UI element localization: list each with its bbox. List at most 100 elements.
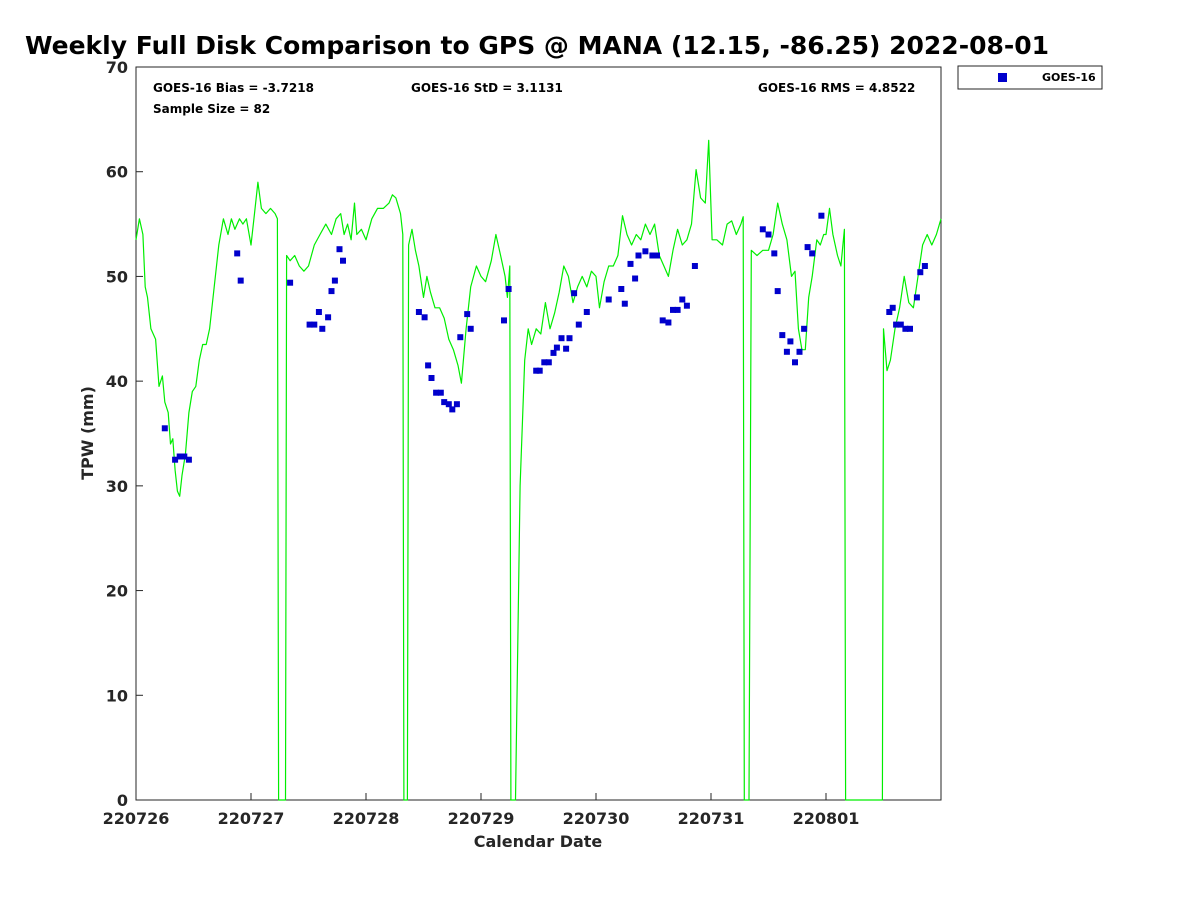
- goes-16-point: [541, 359, 548, 366]
- x-tick-label: 220729: [448, 809, 515, 828]
- goes-16-point: [421, 314, 428, 321]
- goes-16-point: [457, 334, 464, 341]
- goes-16-point: [415, 309, 422, 315]
- goes-16-point: [765, 231, 772, 238]
- goes-16-point: [674, 306, 681, 313]
- goes-16-point: [605, 296, 612, 303]
- y-tick-label: 30: [106, 477, 128, 496]
- y-tick-label: 50: [106, 267, 128, 286]
- goes-16-point: [234, 250, 241, 257]
- goes-16-point: [683, 302, 690, 309]
- goes-16-point: [804, 244, 811, 251]
- y-tick-label: 60: [106, 163, 128, 182]
- y-tick-label: 10: [106, 686, 128, 705]
- x-axis: 220726 220727 220728 220729 220730 220731 2208…: [103, 793, 860, 828]
- goes-16-point: [913, 294, 920, 301]
- x-tick-label: 220801: [793, 809, 860, 828]
- goes-16-point: [319, 325, 326, 332]
- goes-16-point: [311, 321, 318, 328]
- goes-16-point: [563, 345, 570, 352]
- goes-16-point: [433, 389, 440, 396]
- goes-16-point: [185, 456, 192, 463]
- y-tick-label: 20: [106, 582, 128, 601]
- x-tick-label: 220727: [218, 809, 285, 828]
- goes-16-point: [536, 367, 543, 374]
- goes-16-point: [550, 349, 557, 356]
- goes-16-point: [453, 401, 460, 408]
- legend-label: GOES-16: [1042, 71, 1096, 84]
- goes-16-point: [632, 275, 639, 282]
- goes-16-point: [649, 252, 656, 259]
- legend-marker: [998, 73, 1007, 82]
- x-tick-label: 220730: [563, 809, 630, 828]
- goes-16-point: [642, 248, 649, 255]
- goes-16-point: [774, 288, 781, 295]
- goes-16-point: [654, 252, 660, 259]
- y-tick-label: 40: [106, 372, 128, 391]
- goes-16-point: [787, 338, 794, 345]
- chart-title: Weekly Full Disk Comparison to GPS @ MAN…: [25, 31, 1049, 60]
- goes-16-point: [161, 425, 168, 432]
- goes-16-point: [902, 325, 909, 332]
- goes-16-point: [306, 321, 313, 328]
- goes-16-point: [618, 286, 625, 292]
- goes-16-point: [566, 335, 573, 342]
- gps-series-line: [135, 139, 942, 801]
- goes-16-point: [635, 252, 642, 259]
- stat-std: GOES-16 StD = 3.1131: [411, 81, 563, 95]
- goes-16-point: [659, 317, 666, 324]
- goes-16-point: [176, 453, 183, 460]
- goes-16-point: [428, 375, 435, 381]
- goes-16-point: [441, 399, 448, 406]
- goes-16-point: [505, 286, 512, 292]
- goes-16-point: [553, 344, 560, 351]
- goes-16-point: [893, 321, 900, 328]
- goes-16-point: [328, 288, 335, 295]
- series-layer: [135, 139, 942, 801]
- goes-16-point: [464, 311, 471, 318]
- stat-sample-size: Sample Size = 82: [153, 102, 270, 116]
- goes-16-point: [627, 260, 634, 267]
- goes-16-point: [287, 279, 294, 286]
- goes-16-point: [558, 335, 565, 342]
- y-tick-label: 70: [106, 58, 128, 77]
- goes-16-point: [533, 367, 540, 374]
- legend: GOES-16: [957, 65, 1103, 90]
- goes-16-point: [501, 317, 507, 324]
- y-axis-label: TPW (mm): [78, 386, 97, 480]
- goes-16-point: [425, 362, 432, 369]
- y-tick-label: 0: [117, 791, 128, 810]
- goes-16-point: [886, 309, 893, 315]
- goes-16-point: [796, 348, 803, 355]
- goes-16-point: [818, 212, 825, 219]
- goes-16-point: [181, 453, 188, 460]
- goes-16-point: [449, 406, 456, 413]
- goes-16-point: [801, 325, 808, 332]
- stat-rms: GOES-16 RMS = 4.8522: [758, 81, 915, 95]
- goes-16-point: [783, 348, 790, 355]
- legend-box: [957, 65, 1103, 90]
- goes-16-point: [445, 401, 452, 408]
- goes-16-point: [315, 309, 322, 315]
- x-tick-label: 220728: [333, 809, 400, 828]
- goes-16-point: [917, 269, 924, 276]
- goes-16-point: [545, 359, 552, 366]
- goes-16-point: [571, 290, 578, 297]
- stat-bias: GOES-16 Bias = -3.7218: [153, 81, 314, 95]
- goes-16-point: [792, 359, 798, 366]
- goes-16-point: [340, 257, 346, 264]
- x-tick-label: 220731: [678, 809, 745, 828]
- goes-16-point: [759, 226, 766, 233]
- goes-16-point: [779, 332, 786, 339]
- goes-16-point: [575, 321, 582, 328]
- goes-16-point: [897, 321, 904, 328]
- goes-16-point: [889, 304, 896, 311]
- goes-16-point: [809, 250, 816, 257]
- goes-16-point: [336, 246, 343, 253]
- goes-16-point: [691, 263, 698, 269]
- goes-16-point: [679, 296, 686, 303]
- goes-16-point: [237, 277, 244, 284]
- goes-16-point: [621, 300, 628, 307]
- goes-16-point: [583, 309, 590, 315]
